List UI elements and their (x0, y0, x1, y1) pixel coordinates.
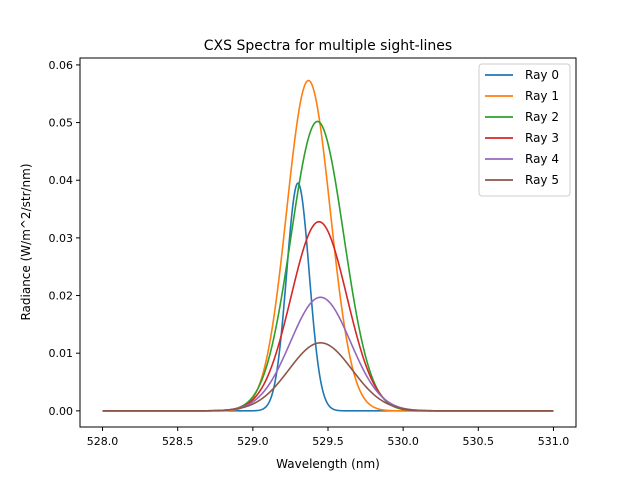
chart-title: CXS Spectra for multiple sight-lines (204, 38, 452, 54)
legend-box (478, 63, 571, 197)
y-tick-label: 0.00 (49, 405, 74, 418)
legend-label: Ray 5 (525, 173, 559, 187)
y-tick-label: 0.06 (49, 59, 74, 72)
y-axis-ticks: 0.00 0.01 0.02 0.03 0.04 0.05 0.06 (49, 59, 80, 418)
x-tick-label: 529.0 (237, 435, 269, 448)
legend-label: Ray 4 (525, 152, 559, 166)
legend: Ray 0 Ray 1 Ray 2 Ray 3 Ray 4 Ray 5 (478, 63, 571, 197)
y-tick-label: 0.02 (49, 290, 74, 303)
y-tick-label: 0.03 (49, 232, 74, 245)
x-tick-label: 528.5 (162, 435, 194, 448)
y-tick-label: 0.05 (49, 117, 74, 130)
x-tick-label: 530.5 (463, 435, 495, 448)
x-tick-label: 529.5 (312, 435, 344, 448)
x-tick-label: 528.0 (87, 435, 119, 448)
x-tick-label: 531.0 (538, 435, 570, 448)
plot-lines (102, 79, 554, 412)
series-line-ray-5 (102, 342, 554, 412)
legend-label: Ray 2 (525, 110, 559, 124)
x-axis-label: Wavelength (nm) (276, 457, 380, 471)
legend-label: Ray 3 (525, 131, 559, 145)
legend-label: Ray 1 (525, 89, 559, 103)
x-tick-label: 530.0 (387, 435, 419, 448)
y-tick-label: 0.01 (49, 347, 74, 360)
legend-label: Ray 0 (525, 68, 559, 82)
y-axis-label: Radiance (W/m^2/str/nm) (19, 163, 33, 320)
x-axis-ticks: 528.0 528.5 529.0 529.5 530.0 530.5 531.0 (87, 427, 569, 448)
y-tick-label: 0.04 (49, 174, 74, 187)
